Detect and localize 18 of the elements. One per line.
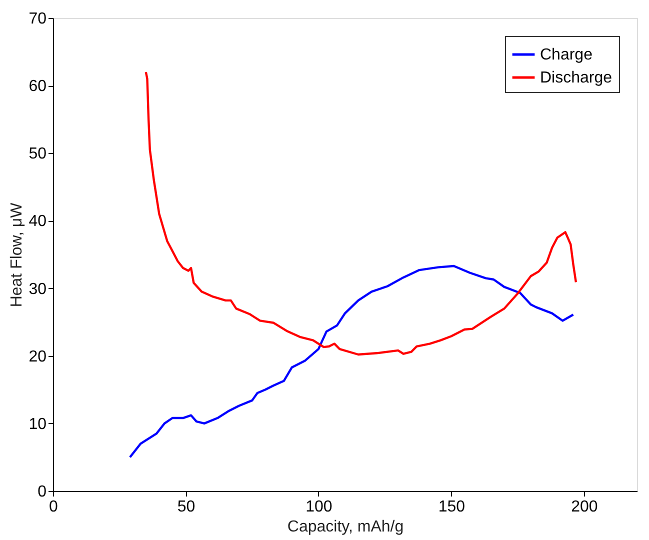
x-tick-label: 200 [571, 498, 598, 516]
x-axis-title: Capacity, mAh/g [287, 518, 404, 536]
x-tick-label: 100 [306, 498, 332, 516]
legend-label: Charge [540, 46, 593, 64]
y-tick-label: 50 [28, 146, 47, 163]
y-tick-label: 20 [28, 348, 47, 366]
x-tick-label: 50 [177, 498, 196, 516]
y-tick-label: 10 [28, 416, 47, 433]
x-tick-label: 150 [438, 498, 466, 516]
y-tick-label: 40 [28, 213, 47, 230]
y-tick-label: 0 [38, 484, 47, 500]
line-series [128, 264, 574, 458]
x-tick-label: 0 [49, 498, 58, 516]
y-tick-label: 70 [28, 10, 47, 28]
y-tick-label: 60 [28, 78, 47, 96]
legend-label: Discharge [540, 70, 612, 86]
y-axis-title: Heat Flow, μW [8, 202, 26, 308]
y-tick-label: 30 [28, 280, 47, 298]
